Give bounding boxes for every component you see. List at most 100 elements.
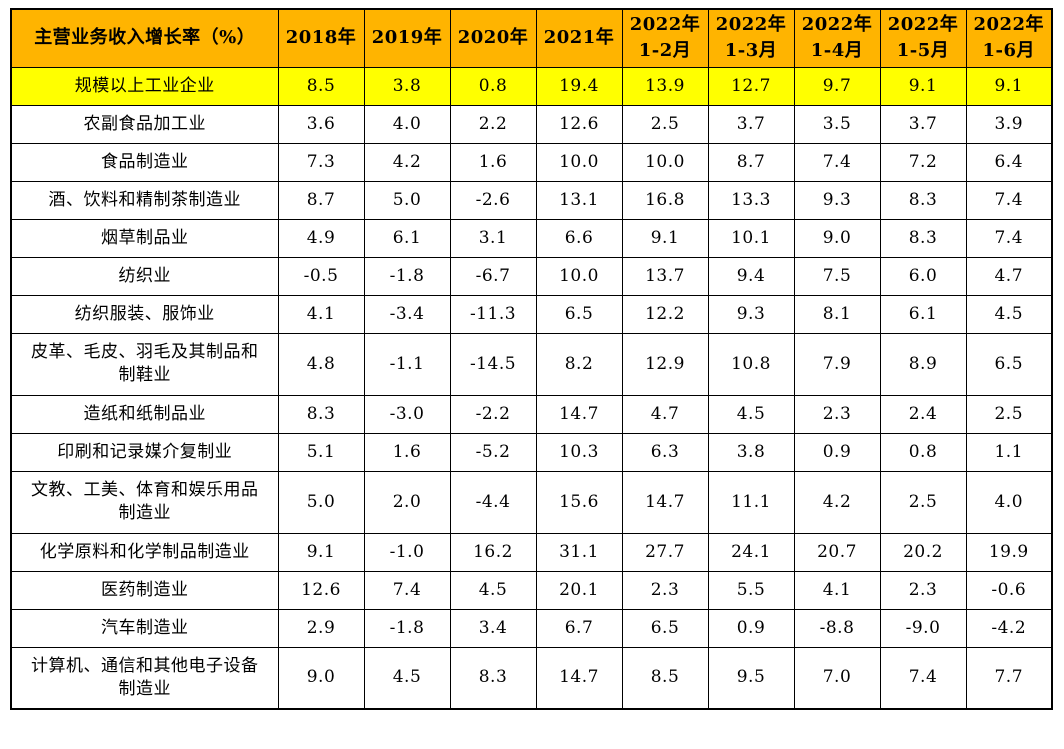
column-header-year: 2018年 xyxy=(285,27,357,49)
data-cell: 8.3 xyxy=(879,218,967,258)
data-cell: 3.1 xyxy=(449,218,537,258)
data-cell: 9.0 xyxy=(277,646,365,710)
data-cell: 10.0 xyxy=(535,142,623,182)
data-cell: 9.1 xyxy=(879,66,967,106)
data-cell: 27.7 xyxy=(621,532,709,572)
data-cell: 7.3 xyxy=(277,142,365,182)
data-cell: 12.2 xyxy=(621,294,709,334)
data-cell: 20.2 xyxy=(879,532,967,572)
data-cell: 4.0 xyxy=(363,104,451,144)
data-cell: 4.0 xyxy=(965,470,1053,534)
data-cell: 3.8 xyxy=(363,66,451,106)
row-label: 食品制造业 xyxy=(10,142,279,182)
row-label: 计算机、通信和其他电子设备 制造业 xyxy=(10,646,279,710)
data-cell: 4.5 xyxy=(707,394,795,434)
row-label: 酒、饮料和精制茶制造业 xyxy=(10,180,279,220)
table-row: 酒、饮料和精制茶制造业 8.7 5.0 -2.6 13.1 16.8 13.3 9.3 8.3 7… xyxy=(10,180,1053,220)
header-row: 主营业务收入增长率（%） 2018年 2019年 2020年 2021年 2022年 1-2… xyxy=(10,8,1053,68)
revenue-growth-table: 主营业务收入增长率（%） 2018年 2019年 2020年 2021年 2022年 1-2… xyxy=(10,8,1053,710)
data-cell: 5.0 xyxy=(363,180,451,220)
column-header-year: 2020年 xyxy=(457,27,529,49)
data-cell: 8.5 xyxy=(621,646,709,710)
data-cell: 10.0 xyxy=(535,256,623,296)
data-cell: 2.9 xyxy=(277,608,365,648)
data-cell: 6.4 xyxy=(965,142,1053,182)
data-cell: 5.5 xyxy=(707,570,795,610)
column-header-year: 2022年 xyxy=(629,14,701,36)
data-cell: 6.0 xyxy=(879,256,967,296)
table-row: 规模以上工业企业 8.5 3.8 0.8 19.4 13.9 12.7 9.7 9.1 9.1 xyxy=(10,66,1053,106)
column-header-6: 2022年 1-3月 xyxy=(707,8,795,68)
data-cell: 2.5 xyxy=(965,394,1053,434)
data-cell: -2.2 xyxy=(449,394,537,434)
column-header-months: 1-2月 xyxy=(638,40,692,62)
data-cell: 1.6 xyxy=(449,142,537,182)
data-cell: 0.9 xyxy=(707,608,795,648)
data-cell: 4.2 xyxy=(793,470,881,534)
data-cell: 5.0 xyxy=(277,470,365,534)
row-label: 烟草制品业 xyxy=(10,218,279,258)
data-cell: 10.0 xyxy=(621,142,709,182)
data-cell: 6.7 xyxy=(535,608,623,648)
data-cell: 1.6 xyxy=(363,432,451,472)
data-cell: -11.3 xyxy=(449,294,537,334)
data-cell: 2.3 xyxy=(621,570,709,610)
table-row: 文教、工美、体育和娱乐用品 制造业 5.0 2.0 -4.4 15.6 14.7 11.1 4… xyxy=(10,470,1053,534)
data-cell: 20.1 xyxy=(535,570,623,610)
data-cell: 3.8 xyxy=(707,432,795,472)
data-cell: 9.1 xyxy=(277,532,365,572)
data-cell: 10.1 xyxy=(707,218,795,258)
data-cell: 4.1 xyxy=(277,294,365,334)
data-cell: 8.9 xyxy=(879,332,967,396)
data-cell: 6.5 xyxy=(965,332,1053,396)
data-cell: 2.0 xyxy=(363,470,451,534)
data-cell: 2.2 xyxy=(449,104,537,144)
data-cell: 10.8 xyxy=(707,332,795,396)
data-cell: 8.7 xyxy=(277,180,365,220)
data-cell: 2.5 xyxy=(879,470,967,534)
row-label: 皮革、毛皮、羽毛及其制品和 制鞋业 xyxy=(10,332,279,396)
data-cell: -9.0 xyxy=(879,608,967,648)
data-cell: 7.2 xyxy=(879,142,967,182)
data-cell: 7.4 xyxy=(879,646,967,710)
row-label: 汽车制造业 xyxy=(10,608,279,648)
data-cell: 10.3 xyxy=(535,432,623,472)
data-cell: 24.1 xyxy=(707,532,795,572)
data-cell: 7.4 xyxy=(793,142,881,182)
column-header-4: 2021年 xyxy=(535,8,623,68)
data-cell: 9.3 xyxy=(707,294,795,334)
column-header-months: 1-5月 xyxy=(896,40,950,62)
data-cell: 13.3 xyxy=(707,180,795,220)
data-cell: 12.6 xyxy=(535,104,623,144)
table-row: 造纸和纸制品业 8.3 -3.0 -2.2 14.7 4.7 4.5 2.3 2.4 2.5 xyxy=(10,394,1053,434)
data-cell: 4.7 xyxy=(965,256,1053,296)
data-cell: 2.5 xyxy=(621,104,709,144)
data-cell: 8.5 xyxy=(277,66,365,106)
data-cell: 8.1 xyxy=(793,294,881,334)
table-row: 食品制造业 7.3 4.2 1.6 10.0 10.0 8.7 7.4 7.2 6.4 xyxy=(10,142,1053,182)
data-cell: 9.3 xyxy=(793,180,881,220)
data-cell: 0.8 xyxy=(449,66,537,106)
data-cell: 9.1 xyxy=(621,218,709,258)
column-header-2: 2019年 xyxy=(363,8,451,68)
data-cell: 4.1 xyxy=(793,570,881,610)
data-cell: 14.7 xyxy=(535,394,623,434)
table-row: 汽车制造业 2.9 -1.8 3.4 6.7 6.5 0.9 -8.8 -9.0 -4.2 xyxy=(10,608,1053,648)
data-cell: 20.7 xyxy=(793,532,881,572)
column-header-3: 2020年 xyxy=(449,8,537,68)
row-label: 纺织服装、服饰业 xyxy=(10,294,279,334)
data-cell: 14.7 xyxy=(535,646,623,710)
table-row: 印刷和记录媒介复制业 5.1 1.6 -5.2 10.3 6.3 3.8 0.9 0.8 1.1 xyxy=(10,432,1053,472)
data-cell: 6.1 xyxy=(363,218,451,258)
data-cell: 9.5 xyxy=(707,646,795,710)
table-row: 烟草制品业 4.9 6.1 3.1 6.6 9.1 10.1 9.0 8.3 7.4 xyxy=(10,218,1053,258)
data-cell: 7.0 xyxy=(793,646,881,710)
column-header-7: 2022年 1-4月 xyxy=(793,8,881,68)
data-cell: -0.6 xyxy=(965,570,1053,610)
data-cell: 4.5 xyxy=(965,294,1053,334)
data-cell: 4.7 xyxy=(621,394,709,434)
data-cell: -5.2 xyxy=(449,432,537,472)
column-header-1: 2018年 xyxy=(277,8,365,68)
data-cell: 9.1 xyxy=(965,66,1053,106)
data-cell: 8.3 xyxy=(449,646,537,710)
